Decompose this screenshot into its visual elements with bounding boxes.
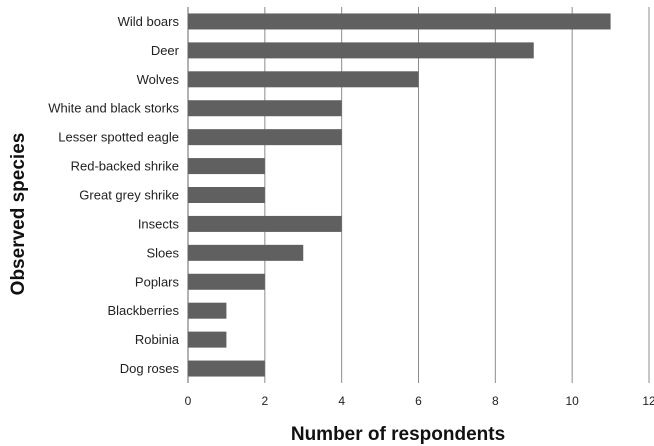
x-tick-label: 0 (185, 394, 192, 408)
x-axis-title: Number of respondents (291, 424, 505, 445)
category-label: Dog roses (120, 361, 180, 376)
bar (188, 273, 265, 290)
category-label: White and black storks (48, 101, 179, 116)
category-label: Wild boars (118, 14, 180, 29)
x-tick-label: 10 (565, 394, 579, 408)
category-label: Poplars (135, 274, 180, 289)
y-axis-title: Observed species (8, 133, 29, 296)
bars (188, 13, 611, 377)
bar (188, 331, 227, 348)
bar (188, 42, 534, 59)
bar (188, 244, 304, 261)
bar (188, 187, 265, 203)
category-label: Great grey shrike (79, 188, 179, 203)
bar (188, 71, 419, 88)
grid-lines (187, 7, 650, 383)
category-label: Robinia (135, 332, 180, 347)
category-label: Insects (138, 216, 180, 231)
x-tick-label: 6 (415, 394, 422, 408)
x-tick-label: 2 (261, 394, 268, 408)
bar (188, 100, 342, 117)
category-label: Deer (151, 43, 180, 58)
bar (188, 13, 611, 30)
bar (188, 129, 342, 146)
category-label: Sloes (146, 245, 179, 260)
category-label: Wolves (137, 72, 180, 87)
bar (188, 360, 265, 377)
bar (188, 215, 342, 232)
x-tick-label: 4 (338, 394, 345, 408)
x-tick-labels: 0 2 4 6 8 10 12 (185, 394, 654, 408)
bar (188, 158, 265, 175)
bar (188, 302, 227, 319)
category-label: Red-backed shrike (71, 159, 179, 174)
x-tick-label: 12 (642, 394, 654, 408)
category-label: Lesser spotted eagle (58, 130, 179, 145)
category-label: Blackberries (107, 303, 179, 318)
category-labels: Wild boars Deer Wolves White and black stor… (48, 14, 180, 376)
x-tick-label: 8 (492, 394, 499, 408)
